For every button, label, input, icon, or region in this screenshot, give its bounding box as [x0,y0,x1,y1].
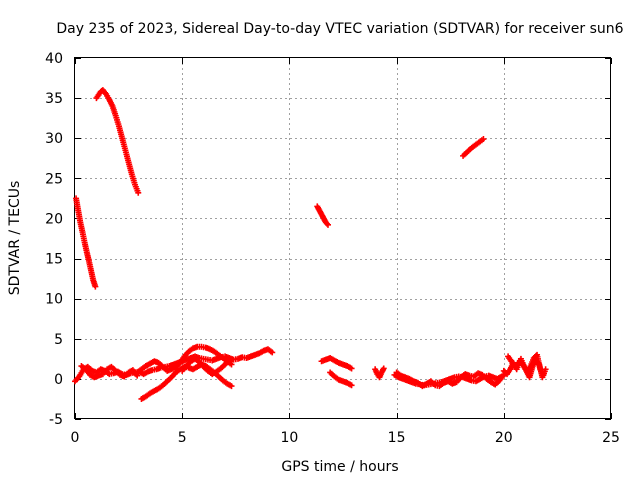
data-point [228,383,235,390]
data-point [228,361,235,368]
series-low-6 [327,369,355,389]
y-tick-label: -5 [49,412,63,428]
x-axis-label: GPS time / hours [281,459,398,475]
series-low-2 [134,343,235,376]
y-tick-label: 10 [45,292,63,308]
series-arc-early-descent [73,195,99,290]
data-points [72,87,549,402]
y-axis-label: SDTVAR / TECUs [7,181,23,296]
x-tick-label: 0 [71,430,80,446]
y-tick-label: 25 [45,171,63,187]
y-tick-label: 0 [54,372,63,388]
series-arc-mid [314,203,331,228]
data-point [542,366,549,373]
data-point [226,356,233,363]
x-tick-label: 10 [280,430,298,446]
data-point [480,136,487,143]
y-tick-label: 30 [45,131,63,147]
x-tick-label: 5 [178,430,187,446]
data-point [324,221,331,228]
series-low-1 [78,363,141,381]
y-tick-label: 15 [45,252,63,268]
data-point [348,365,355,372]
y-tick-label: 35 [45,91,63,107]
x-tick-label: 20 [495,430,513,446]
series-low-4 [179,355,233,378]
data-point [348,382,355,389]
data-point [135,189,142,196]
data-point [269,349,276,356]
axis-ticks: 0 5 10 15 20 25 -5 0 5 10 15 20 25 30 35 40 [45,51,620,446]
grid [75,58,611,419]
y-tick-label: 20 [45,211,63,227]
series-low-7 [372,365,387,381]
data-point [380,365,387,372]
series-low-11 [500,356,549,381]
x-tick-label: 25 [602,430,620,446]
data-point [92,283,99,290]
y-tick-label: 40 [45,51,63,67]
x-tick-label: 15 [388,430,406,446]
y-tick-label: 5 [54,332,63,348]
series-arc-peak [93,87,142,196]
series-low-5 [318,355,355,372]
series-arc-late [460,136,487,159]
series-low-9 [393,369,507,390]
chart-title: Day 235 of 2023, Sidereal Day-to-day VTE… [56,21,623,37]
plot-frame [74,57,611,419]
